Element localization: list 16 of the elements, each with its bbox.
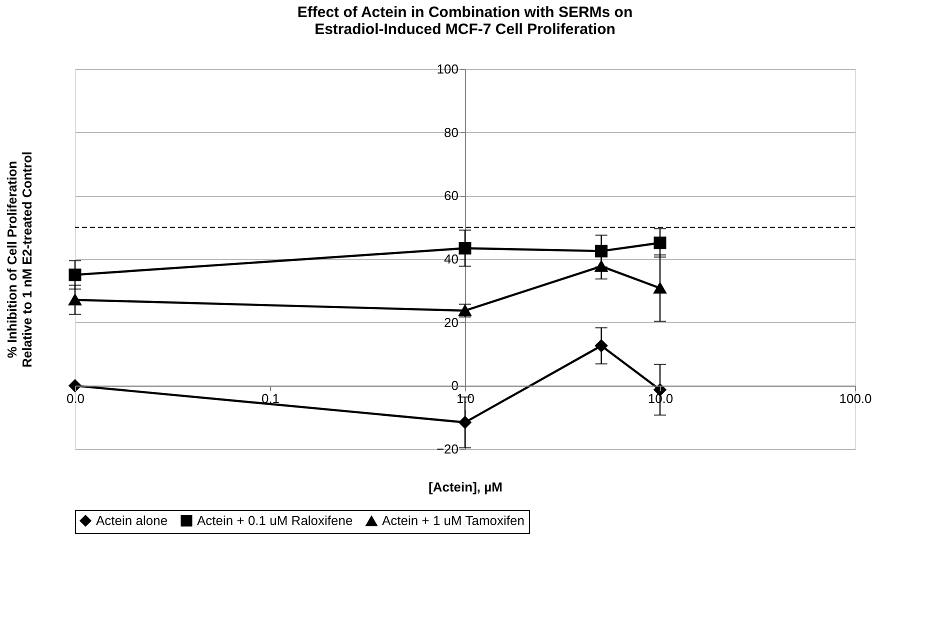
y-tick-label: 80 (444, 124, 458, 140)
y-tick-label: 40 (444, 252, 458, 266)
y-tick-label: 100 (436, 62, 458, 76)
legend-label: Actein + 0.1 uM Raloxifene (197, 512, 353, 528)
y-tick-label: 20 (444, 314, 458, 330)
x-tick-label: 0.1 (261, 391, 280, 406)
y-tick-label: 60 (444, 188, 458, 204)
legend-label: Actein + 1 uM Tamoxifen (382, 513, 524, 528)
y-axis-title: % Inhibition of Cell Proliferation Relative to 1 nM E2-treated Control (4, 152, 34, 368)
chart-title: Effect of Actein in Combination with SERMs on Estradiol-Induced MCF-7 Cell Proliferation (297, 4, 633, 38)
y-tick-label: 0 (451, 378, 458, 394)
x-tick-label: 0.0 (66, 391, 85, 406)
x-axis-title: [Actein], µM (428, 480, 502, 494)
x-tick-label: 100.0 (839, 391, 872, 406)
y-tick-label: −20 (436, 442, 458, 456)
legend-label: Actein alone (96, 512, 168, 528)
